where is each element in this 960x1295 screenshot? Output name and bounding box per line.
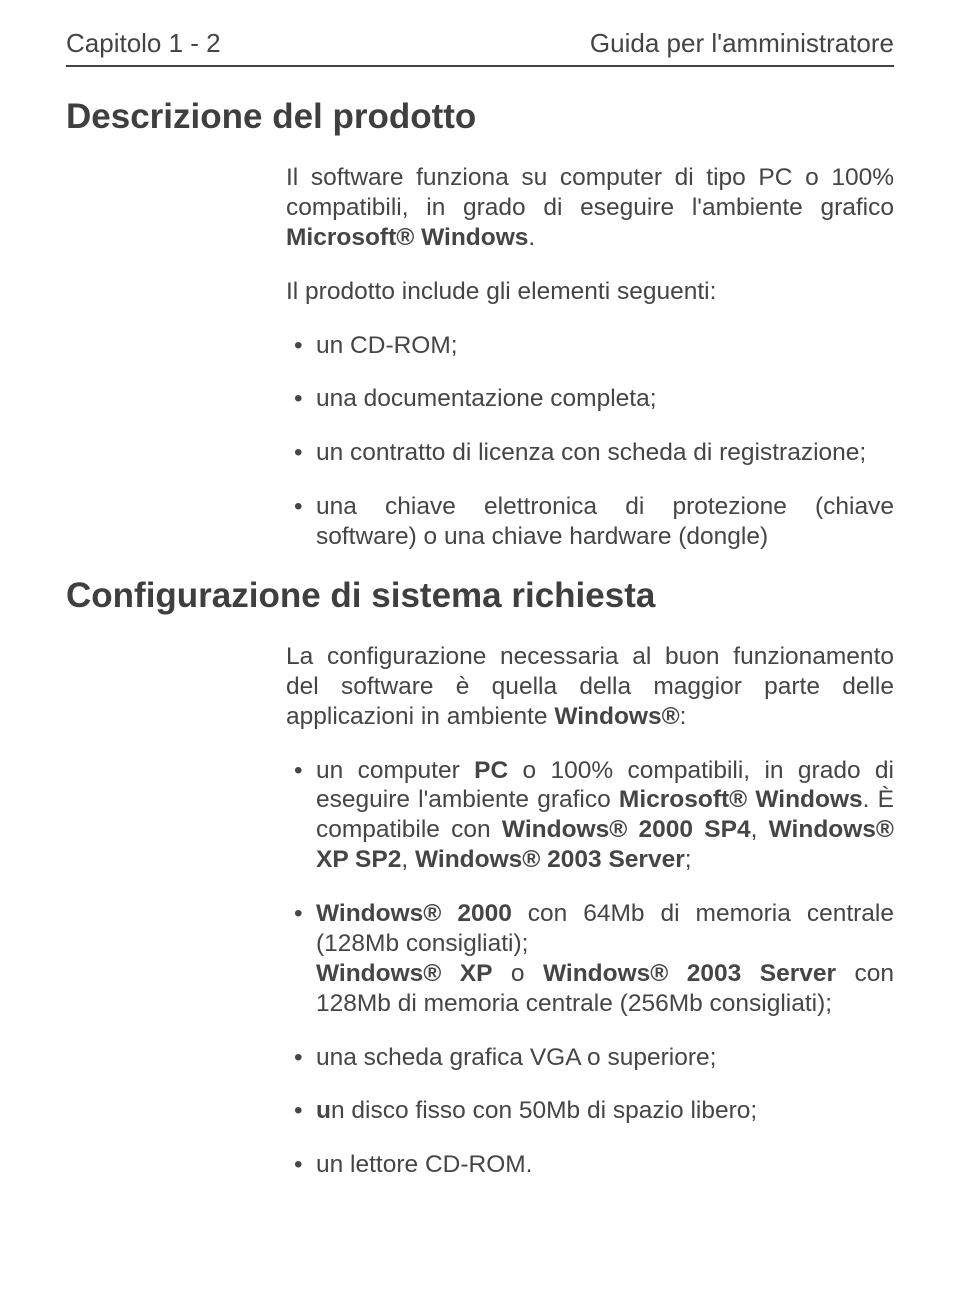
list-item: un contratto di licenza con scheda di re…: [286, 438, 894, 468]
cfg-bold-win: Windows®: [554, 703, 679, 730]
b: PC: [474, 757, 508, 784]
t: n disco fisso con 50Mb di spazio libero;: [331, 1097, 757, 1124]
b: Windows® 2003 Server: [543, 960, 836, 987]
section-title-description: Descrizione del prodotto: [66, 97, 894, 137]
b: Windows® 2003 Server: [415, 846, 685, 873]
t: un computer: [316, 757, 474, 784]
header-chapter: Capitolo 1 - 2: [66, 28, 221, 59]
list-item: una chiave elettronica di protezione (ch…: [286, 492, 894, 552]
list-item: un disco fisso con 50Mb di spazio libero…: [286, 1096, 894, 1126]
list-item: una scheda grafica VGA o superiore;: [286, 1043, 894, 1073]
b: Windows® XP: [316, 960, 492, 987]
list-item: un lettore CD-ROM.: [286, 1150, 894, 1180]
intro-text-2: .: [528, 224, 535, 251]
list-item: Windows® 2000 con 64Mb di memoria centra…: [286, 899, 894, 1019]
t: ,: [751, 816, 769, 843]
t: o: [492, 960, 543, 987]
intro-bold-msw: Microsoft® Windows: [286, 224, 528, 251]
header-guide-title: Guida per l'amministratore: [590, 28, 894, 59]
b: Microsoft® Windows: [619, 786, 863, 813]
intro-paragraph: Il software funziona su computer di tipo…: [286, 163, 894, 253]
b: Windows® 2000 SP4: [502, 816, 751, 843]
t: ;: [685, 846, 692, 873]
list-item: un computer PC o 100% compatibili, in gr…: [286, 756, 894, 876]
cfg-text-2: :: [680, 703, 687, 730]
section-title-config: Configurazione di sistema richiesta: [66, 576, 894, 616]
config-list: un computer PC o 100% compatibili, in gr…: [286, 756, 894, 1181]
page-header: Capitolo 1 - 2 Guida per l'amministrator…: [66, 28, 894, 67]
section1-body: Il software funziona su computer di tipo…: [286, 163, 894, 552]
b: Windows® 2000: [316, 900, 512, 927]
section2-body: La configurazione necessaria al buon fun…: [286, 642, 894, 1180]
intro-text-1: Il software funziona su computer di tipo…: [286, 164, 894, 221]
list-item: un CD-ROM;: [286, 331, 894, 361]
list-item: una documentazione completa;: [286, 384, 894, 414]
includes-intro: Il prodotto include gli elementi seguent…: [286, 277, 894, 307]
b: u: [316, 1097, 331, 1124]
config-intro: La configurazione necessaria al buon fun…: [286, 642, 894, 732]
t: ,: [401, 846, 415, 873]
includes-list: un CD-ROM; una documentazione completa; …: [286, 331, 894, 552]
